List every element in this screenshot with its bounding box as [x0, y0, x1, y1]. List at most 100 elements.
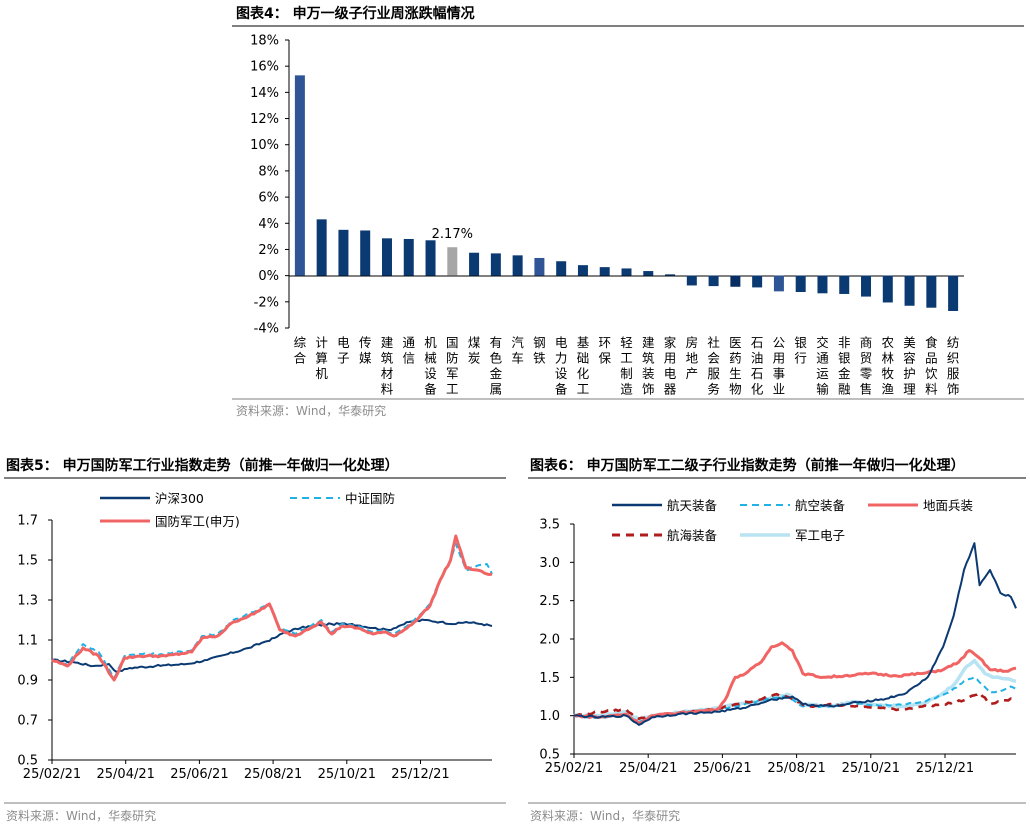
fig5-x-tick-label: 25/04/21 [97, 767, 155, 782]
fig4-y-tick-label: 12% [250, 112, 279, 127]
fig4-category-label: 美容护理 [903, 335, 916, 397]
fig6-y-tick-label: 2.5 [539, 594, 560, 609]
legend-label-sw-defense: 国防军工(申万) [155, 514, 240, 529]
fig4-category-label: 汽车 [511, 335, 524, 366]
fig5-y-tick-label: 1.7 [17, 514, 38, 529]
fig6-line-1 [573, 676, 1017, 723]
fig4-category-label: 石油石化 [751, 335, 764, 397]
legend-label-aerospace: 航天装备 [667, 498, 718, 513]
fig4-category-label: 基础化工 [577, 335, 590, 397]
fig4-bar [621, 268, 632, 276]
fig5-title: 图表5： 申万国防军工行业指数走势（前推一年做归一化处理） [6, 457, 399, 474]
fig4-category-label: 煤炭 [468, 335, 481, 366]
legend-label-hs300: 沪深300 [155, 491, 204, 506]
fig4-category-label: 社会服务 [707, 335, 720, 397]
fig4-category-label: 纺织服饰 [947, 335, 960, 397]
fig5-line-0 [51, 618, 493, 673]
fig6-line-0 [573, 658, 1017, 722]
fig4-bar [490, 253, 501, 276]
fig5-line-2 [51, 534, 493, 682]
fig4-category-label: 医药生物 [729, 335, 742, 397]
fig4-category-label: 银行 [794, 335, 807, 366]
fig4-category-label: 计算机 [315, 335, 328, 381]
fig4-bar [861, 275, 872, 297]
fig4-source: 资料来源：Wind，华泰研究 [236, 403, 386, 418]
fig4-bar [512, 255, 523, 276]
fig4-y-tick-label: 10% [250, 138, 279, 153]
fig5-x-tick-label: 25/02/21 [23, 767, 81, 782]
fig4-bar [839, 275, 850, 294]
fig5-y-tick-label: 0.5 [17, 754, 38, 769]
fig4-bar [730, 275, 741, 287]
fig4-y-tick-label: 6% [258, 191, 279, 206]
fig4-title: 图表4： 申万一级子行业周涨跌幅情况 [236, 5, 475, 22]
fig5-y-tick-label: 0.9 [17, 674, 38, 689]
fig6-y-tick-label: 1.0 [539, 709, 560, 724]
fig4-y-tick-label: 18% [250, 34, 279, 49]
fig4-category-label: 商贸零售 [860, 335, 873, 397]
fig4-category-label: 建筑装饰 [642, 335, 655, 397]
fig4-y-tick-label: 14% [250, 86, 279, 101]
fig5-y-tick-label: 1.5 [17, 554, 38, 569]
fig4-category-label: 通信 [403, 335, 416, 366]
fig4-category-label: 农林牧渔 [882, 335, 895, 397]
fig5-line-1 [51, 543, 493, 679]
fig4-category-label: 有色金属 [490, 335, 503, 397]
fig4-bar [817, 275, 828, 294]
fig4-category-label: 公用事业 [773, 335, 786, 397]
fig4-bar [360, 230, 371, 276]
fig6-x-tick-label: 25/04/21 [619, 761, 677, 776]
fig6-title: 图表6： 申万国防军工二级子行业指数走势（前推一年做归一化处理） [530, 457, 965, 474]
fig6-x-tick-label: 25/12/21 [916, 761, 974, 776]
fig6-source: 资料来源：Wind，华泰研究 [530, 808, 680, 823]
legend-label-naval: 航海装备 [667, 528, 718, 543]
fig6-y-tick-label: 3.5 [539, 518, 560, 533]
fig4-bar [948, 275, 959, 311]
fig4-bar [403, 238, 414, 276]
fig6-x-tick-label: 25/06/21 [693, 761, 751, 776]
fig4-category-label: 机械设备 [424, 335, 437, 397]
fig4-y-tick-label: 2% [258, 243, 279, 258]
fig4-bar [556, 261, 567, 276]
fig4-category-label: 房地产 [686, 335, 699, 381]
fig4-bar [469, 252, 480, 276]
figure-6-line-chart: 图表6： 申万国防军工二级子行业指数走势（前推一年做归一化处理） 0.5 1.0 1… [528, 457, 1026, 823]
fig4-category-label: 电力设备 [555, 335, 568, 397]
fig4-category-label: 交通运输 [816, 335, 829, 397]
fig6-series-lines [573, 542, 1017, 726]
legend-label-ground: 地面兵装 [923, 498, 973, 513]
fig4-category-label: 环保 [598, 335, 611, 366]
fig5-x-tick-label: 25/06/21 [170, 767, 228, 782]
fig4-bar [686, 275, 697, 286]
fig4-category-label: 传媒 [359, 335, 372, 366]
fig5-x-tick-label: 25/10/21 [318, 767, 376, 782]
fig6-x-tick-label: 25/02/21 [545, 761, 603, 776]
fig6-y-tick-label: 2.0 [539, 633, 560, 648]
fig4-highlight-annotation: 2.17% [432, 227, 473, 242]
fig4-bar [926, 275, 937, 308]
fig4-bar [882, 275, 893, 303]
fig5-y-tick-label: 0.7 [17, 714, 38, 729]
fig4-category-label: 非银金融 [838, 335, 851, 397]
fig4-category-label: 建筑材料 [381, 335, 394, 397]
legend-label-aviation: 航空装备 [795, 498, 846, 513]
fig4-y-tick-label: 4% [258, 217, 279, 232]
fig6-y-tick-label: 3.0 [539, 556, 560, 571]
fig4-bar [795, 275, 806, 292]
fig6-line-3 [573, 641, 1017, 725]
fig4-y-tick-label: 8% [258, 164, 279, 179]
fig5-x-tick-label: 25/12/21 [391, 767, 449, 782]
fig6-y-tick-label: 1.5 [539, 671, 560, 686]
fig5-source: 资料来源：Wind，华泰研究 [6, 808, 156, 823]
fig4-y-tick-label: -2% [254, 295, 279, 310]
fig4-bar [904, 275, 915, 306]
fig4-category-label: 食品饮料 [925, 335, 938, 397]
fig6-legend: 航天装备 航空装备 地面兵装 航海装备 军工电子 [612, 498, 973, 543]
fig5-y-tick-label: 1.3 [17, 594, 38, 609]
fig4-bar [665, 274, 676, 276]
fig6-line-4 [573, 542, 1017, 726]
fig6-x-tick-label: 25/08/21 [767, 761, 825, 776]
fig5-legend: 沪深300 中证国防 国防军工(申万) [100, 491, 395, 529]
fig6-y-tick-label: 0.5 [539, 748, 560, 763]
fig4-bars [294, 75, 959, 311]
